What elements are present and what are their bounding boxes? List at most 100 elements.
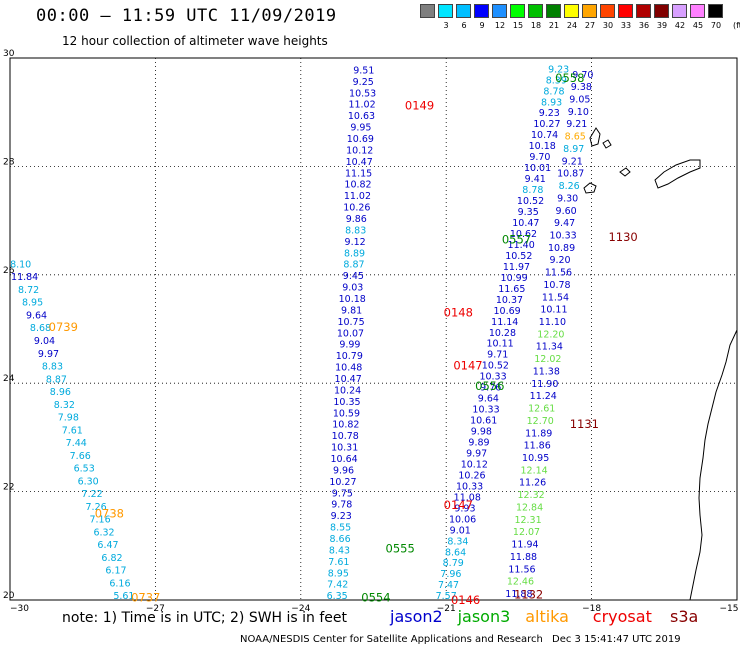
wave-height-value: 10.33 [549, 230, 576, 241]
color-scale-label: 24 [566, 21, 578, 30]
color-swatch [492, 4, 507, 18]
wave-height-value: 9.45 [343, 271, 364, 282]
wave-height-value: 9.60 [556, 206, 577, 217]
wave-height-value: 10.01 [524, 163, 551, 174]
map-frame [9, 57, 738, 601]
wave-height-value: 9.23 [331, 511, 352, 522]
wave-height-value: 9.95 [350, 123, 371, 134]
wave-height-value: 8.95 [328, 568, 349, 579]
wave-height-value: 8.68 [30, 323, 51, 334]
pass-time-label: 0147 [444, 498, 473, 512]
wave-height-value: 11.08 [454, 492, 481, 503]
wave-height-value: 10.37 [496, 295, 523, 306]
color-swatch [564, 4, 579, 18]
wave-height-value: 9.75 [332, 488, 353, 499]
color-scale-label: 6 [461, 21, 467, 30]
wave-height-value: 10.47 [346, 157, 373, 168]
wave-height-value: 11.88 [505, 589, 532, 600]
wave-height-value: 10.26 [343, 203, 370, 214]
color-scale-label: 27 [584, 21, 596, 30]
wave-height-value: 10.18 [529, 141, 556, 152]
la-palma-island [589, 127, 601, 147]
wave-height-value: 8.87 [46, 374, 67, 385]
wave-height-value: 9.35 [518, 207, 539, 218]
wave-height-value: 12.46 [507, 577, 534, 588]
color-swatch [438, 4, 453, 18]
wave-height-value: 10.87 [557, 169, 584, 180]
wave-height-value: 10.12 [346, 145, 373, 156]
wave-height-value: 11.34 [536, 342, 563, 353]
pass-time-label: 0148 [444, 306, 473, 320]
wave-height-value: 10.69 [494, 306, 521, 317]
wave-height-value: 10.53 [349, 88, 376, 99]
wave-height-value: 10.48 [335, 363, 362, 374]
track-group: 9.519.2510.5311.0210.639.9510.6910.1210.… [327, 65, 377, 602]
color-scale-label: 70 [710, 21, 722, 30]
color-swatch [654, 4, 669, 18]
y-tick-label: 28 [3, 157, 15, 167]
wave-height-value: 11.56 [508, 564, 535, 575]
color-swatch [618, 4, 633, 18]
wave-height-value: 11.40 [508, 240, 535, 251]
axis-ticks: −30 −27 −24 −21 −18 −15 30 28 26 24 22 20 [3, 49, 739, 614]
color-scale-label: 21 [548, 21, 560, 30]
legend-altika: altika [525, 607, 569, 626]
wave-height-value: 9.51 [353, 65, 374, 76]
color-scale-label: 15 [512, 21, 524, 30]
wave-height-value: 8.34 [447, 536, 468, 547]
wave-height-value: 10.35 [333, 397, 360, 408]
wave-height-value: 9.96 [333, 465, 354, 476]
wave-height-value: 8.95 [22, 298, 43, 309]
wave-height-value: 9.04 [34, 336, 55, 347]
y-tick-label: 22 [3, 483, 14, 493]
color-swatch [672, 4, 687, 18]
wave-height-value: 10.24 [334, 385, 361, 396]
wave-height-value: 9.47 [554, 218, 575, 229]
color-scale-label: 30 [602, 21, 614, 30]
wave-height-value: 8.64 [445, 547, 466, 558]
color-scale-label: 36 [638, 21, 650, 30]
tenerife-island [654, 159, 701, 189]
wave-height-value: 10.99 [501, 273, 528, 284]
wave-height-value: 8.97 [563, 144, 584, 155]
wave-height-value: 10.59 [333, 408, 360, 419]
x-tick-label: −15 [720, 604, 739, 614]
x-tick-label: −21 [437, 604, 456, 614]
wave-height-value: 8.66 [329, 534, 350, 545]
wave-height-value: 6.17 [105, 566, 126, 577]
pass-time-label: 0555 [386, 542, 415, 556]
wave-height-value: 9.76 [480, 383, 501, 394]
pass-time-label: 1130 [608, 230, 637, 244]
wave-height-value: 8.72 [18, 285, 39, 296]
track-group: 9.709.389.059.109.218.658.979.2110.878.2… [505, 70, 593, 600]
pass-time-label: 0146 [451, 593, 480, 607]
x-tick-label: −18 [582, 604, 601, 614]
wave-height-value: 9.01 [450, 525, 471, 536]
wave-height-value: 11.38 [533, 366, 560, 377]
wave-height-value: 8.78 [543, 86, 564, 97]
wave-height-value: 9.41 [525, 174, 546, 185]
wave-height-value: 9.23 [539, 108, 560, 119]
wave-height-value: 6.30 [78, 476, 99, 487]
wave-height-value: 10.52 [517, 196, 544, 207]
color-scale-label: 3 [443, 21, 449, 30]
wave-height-value: 9.99 [339, 340, 360, 351]
credit-text: NOAA/NESDIS Center for Satellite Applica… [240, 634, 543, 645]
wave-height-value: 9.30 [557, 193, 578, 204]
wave-height-value: 6.35 [327, 591, 348, 602]
color-scale-label: 12 [494, 21, 506, 30]
x-tick-label: −27 [146, 604, 165, 614]
wave-height-value: 11.89 [525, 428, 552, 439]
wave-height-value: 12.14 [521, 465, 548, 476]
wave-height-value: 10.18 [339, 294, 366, 305]
africa-coastline [689, 329, 738, 601]
pass-time-label: 0147 [453, 358, 482, 372]
legend-jason2: jason2 [390, 607, 443, 626]
wave-height-value: 10.74 [531, 130, 558, 141]
generated-timestamp: Dec 3 15:41:47 UTC 2019 [552, 634, 681, 645]
wave-height-value: 7.42 [327, 580, 348, 591]
wave-height-value: 9.05 [569, 94, 590, 105]
wave-height-value: 11.88 [510, 552, 537, 563]
wave-height-value: 6.82 [101, 553, 122, 564]
color-swatch [636, 4, 651, 18]
